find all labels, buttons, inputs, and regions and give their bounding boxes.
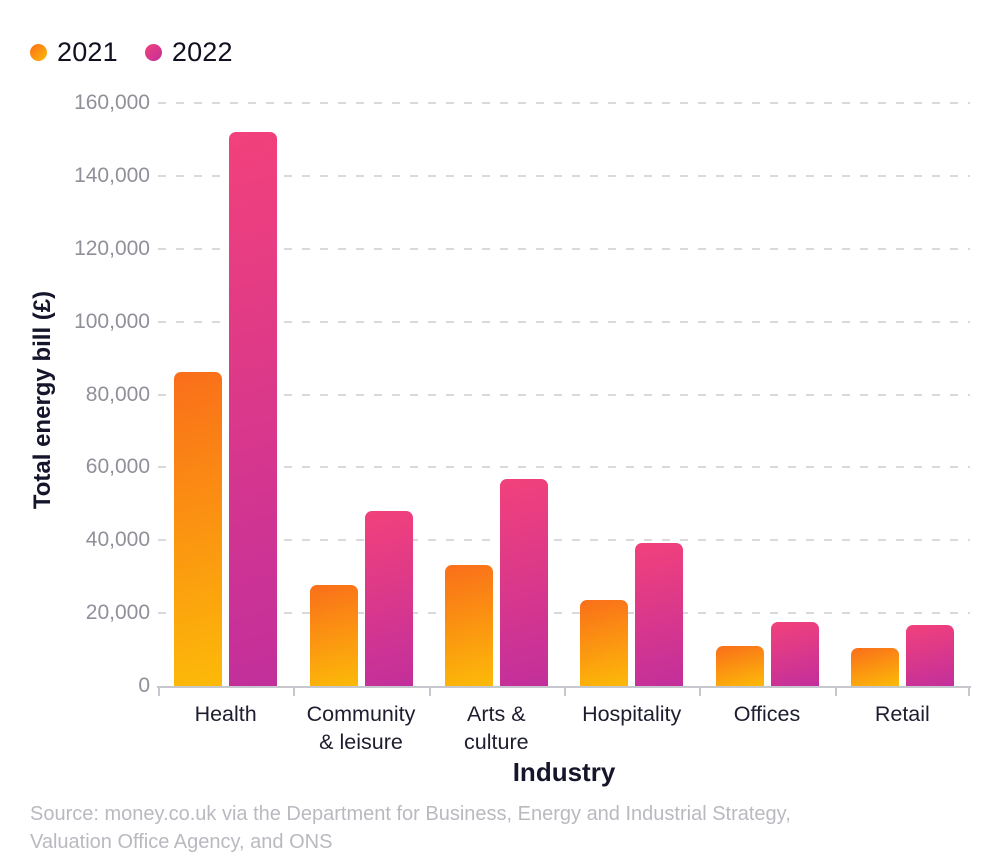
category-label-5: Retail — [874, 702, 930, 726]
y-tick-label: 20,000 — [85, 601, 150, 625]
bar-2021-4 — [715, 646, 764, 686]
gridline — [158, 247, 970, 250]
x-axis-tick — [699, 686, 702, 696]
bar-2021-1 — [309, 585, 358, 686]
gridline — [158, 174, 970, 177]
source-note: Source: money.co.uk via the Department f… — [30, 801, 791, 856]
y-tick-label: 100,000 — [74, 309, 150, 333]
source-line-2: Valuation Office Agency, and ONS — [30, 830, 333, 853]
bar-2022-2 — [499, 479, 548, 686]
x-axis-tick — [293, 686, 296, 696]
bar-2021-2 — [444, 565, 493, 686]
legend-dot-2021-icon — [30, 44, 47, 61]
x-axis-tick — [564, 686, 566, 696]
category-label-0: Health — [194, 702, 257, 726]
plot-area: 160,000 140,000 120,000 100,000 80,000 60,000… — [74, 91, 971, 697]
x-axis-tick — [428, 686, 431, 696]
bar-2021-5 — [850, 648, 899, 686]
y-tick-label: 60,000 — [85, 455, 150, 479]
bar-2022-1 — [364, 511, 413, 686]
category-label-3: Hospitality — [582, 702, 682, 726]
legend-label-2022: 2022 — [171, 37, 233, 67]
y-axis-title: Total energy bill (£) — [29, 290, 56, 510]
legend-item-2021: 2021 — [30, 37, 118, 68]
legend-label-2021: 2021 — [57, 37, 118, 67]
bar-2021-3 — [580, 600, 629, 686]
y-tick-label: 40,000 — [85, 528, 150, 552]
category-label-4: Offices — [733, 702, 801, 726]
x-axis-labels: Health Community & leisure Arts & culture H… — [158, 701, 970, 761]
gridline — [158, 612, 970, 615]
x-axis-tick — [834, 686, 837, 696]
category-label-2: Arts & culture — [464, 702, 529, 754]
gridline — [158, 393, 970, 396]
gridline — [158, 539, 970, 542]
y-tick-label: 160,000 — [74, 91, 150, 114]
x-axis-tick — [158, 686, 160, 696]
bar-2021-0 — [174, 372, 223, 686]
gridline — [158, 102, 970, 104]
y-tick-label: 120,000 — [74, 236, 150, 260]
source-line-1: Source: money.co.uk via the Department f… — [30, 803, 791, 825]
bar-2022-5 — [905, 625, 954, 686]
bar-2022-3 — [635, 543, 684, 686]
gridline — [158, 466, 970, 469]
gridline — [158, 320, 970, 323]
x-axis-tick — [968, 686, 970, 696]
y-tick-label: 140,000 — [74, 163, 150, 187]
x-axis-title: Industry — [512, 757, 616, 787]
y-tick-label: 80,000 — [85, 382, 150, 406]
y-tick-label: 0 — [138, 674, 150, 697]
legend-item-2022: 2022 — [144, 37, 233, 68]
bar-2022-4 — [770, 622, 819, 686]
legend: 2021 2022 — [30, 37, 233, 68]
legend-dot-2022-icon — [144, 44, 162, 61]
category-label-1: Community & leisure — [306, 702, 416, 754]
bar-2022-0 — [229, 132, 278, 686]
